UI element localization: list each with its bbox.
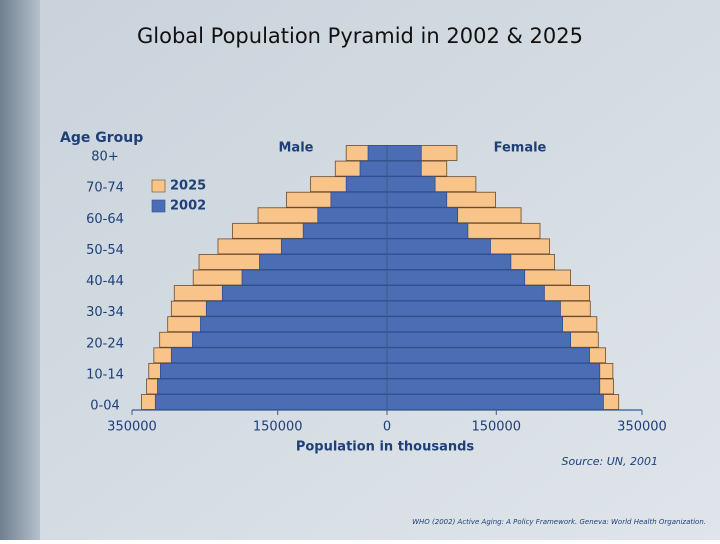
right-label: Female (494, 141, 547, 156)
bar-male (317, 207, 388, 224)
bar-female (386, 316, 563, 333)
legend-swatch (151, 199, 166, 213)
y-tick-label: 0-04 (90, 399, 120, 414)
legend-label: 2025 (170, 179, 206, 194)
y-tick-label: 70-74 (86, 181, 124, 196)
chart-title: Global Population Pyramid in 2002 & 2025 (137, 24, 583, 48)
bar-male (367, 145, 388, 161)
bar-female (386, 254, 512, 270)
bar-female (386, 176, 436, 193)
bar-female (386, 394, 604, 410)
left-label: Male (279, 141, 314, 156)
y-tick-label: 50-54 (86, 243, 124, 258)
legend-label: 2002 (170, 199, 206, 214)
bar-male (330, 191, 388, 208)
bar-female (386, 191, 448, 208)
y-tick-label: 40-44 (86, 274, 124, 289)
y-tick-label: 60-64 (86, 212, 124, 227)
x-axis-title: Population in thousands (296, 440, 475, 455)
x-tick-label: 0 (383, 420, 391, 435)
bar-male (302, 222, 388, 239)
bar-male (241, 269, 388, 286)
y-axis-title: Age Group (60, 130, 143, 146)
bar-male (359, 160, 388, 177)
y-tick-label: 30-34 (86, 305, 124, 320)
bar-male (157, 378, 388, 395)
bar-male (170, 347, 388, 364)
bar-female (386, 145, 422, 161)
bar-male (221, 285, 388, 301)
bar-female (386, 269, 526, 286)
bar-male (192, 331, 388, 348)
y-tick-label: 20-24 (86, 336, 124, 351)
bar-female (386, 347, 590, 364)
bar-male (259, 254, 388, 270)
bar-female (386, 238, 491, 255)
bar-female (386, 160, 422, 177)
y-tick-label: 10-14 (86, 367, 124, 382)
x-tick-label: 350000 (617, 420, 667, 435)
bar-male (280, 238, 388, 255)
y-tick-label: 80+ (91, 150, 118, 165)
bar-male (200, 316, 388, 333)
bar-female (386, 378, 601, 395)
x-tick-label: 150000 (471, 420, 521, 435)
bar-female (386, 207, 459, 224)
bar-female (386, 285, 545, 301)
bar-female (386, 331, 572, 348)
bar-female (386, 222, 469, 239)
side-strip (0, 0, 40, 540)
bar-male (160, 362, 388, 379)
bar-male (345, 176, 388, 193)
bar-male (154, 394, 388, 410)
bar-female (386, 362, 601, 379)
footer: WHO (2002) Active Aging: A Policy Framew… (412, 518, 706, 526)
source: Source: UN, 2001 (562, 455, 659, 468)
bar-female (386, 300, 561, 317)
bar-male (205, 300, 388, 317)
legend-swatch (151, 179, 166, 193)
x-tick-label: 350000 (107, 420, 157, 435)
x-tick-label: 150000 (253, 420, 303, 435)
